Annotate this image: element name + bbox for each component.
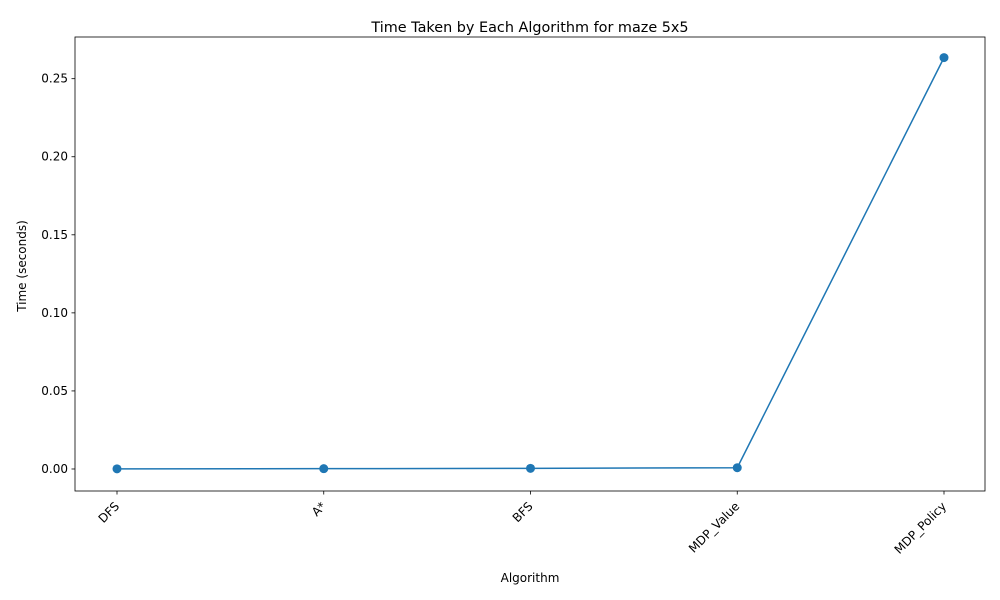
data-point <box>526 463 535 473</box>
y-tick-label: 0.10 <box>41 306 68 320</box>
data-point <box>112 464 122 474</box>
x-tick-label: MDP_Policy <box>892 499 950 557</box>
plot-area: 0.00 0.05 0.10 0.15 0.20 0.25 DFS A* BFS MDP_Valu… <box>41 36 986 557</box>
x-tick-label: DFS <box>96 499 123 526</box>
data-point <box>319 464 329 474</box>
data-point <box>939 53 949 63</box>
data-point <box>732 463 742 473</box>
x-tick-label: MDP_Value <box>686 499 742 555</box>
y-tick-label: 0.15 <box>41 228 68 242</box>
x-axis-label: Algorithm <box>501 571 560 585</box>
series-line <box>116 57 945 470</box>
y-tick-label: 0.25 <box>41 72 68 86</box>
x-tick-label: BFS <box>510 499 536 525</box>
y-tick-label: 0.00 <box>41 462 68 476</box>
x-tick-label: A* <box>309 499 329 519</box>
y-axis-label: Time (seconds) <box>15 220 29 313</box>
axes-frame <box>74 36 986 492</box>
chart-title: Time Taken by Each Algorithm for maze 5x… <box>370 20 688 36</box>
y-tick-label: 0.20 <box>41 150 68 164</box>
y-tick-label: 0.05 <box>41 384 68 398</box>
